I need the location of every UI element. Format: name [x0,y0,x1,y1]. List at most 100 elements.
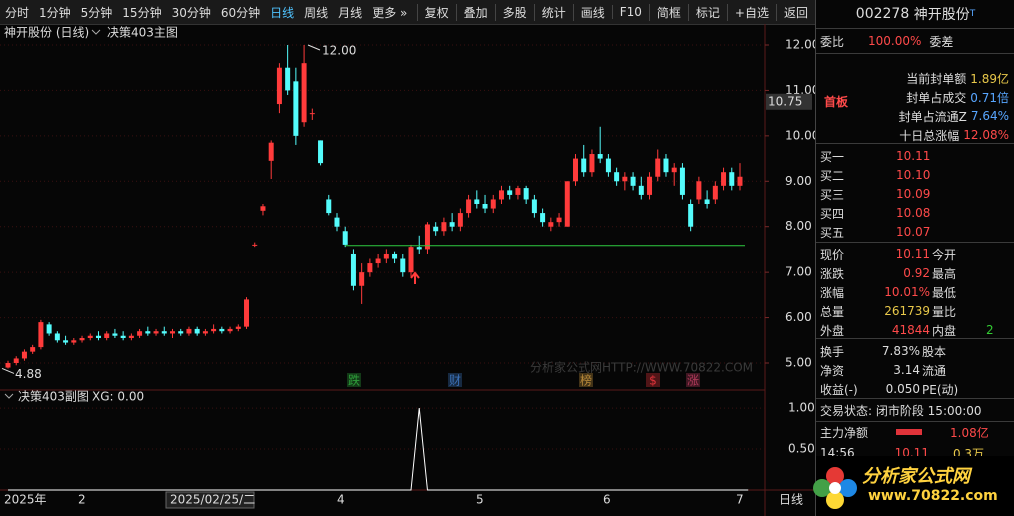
candle-body [63,340,69,343]
tool-button[interactable]: 叠加 [455,3,495,21]
text: 2 [986,323,994,337]
quote-row: 现价 10.11 今开 [816,244,1014,264]
text: PE(动) [922,382,959,397]
period-tab[interactable]: 15分钟 [122,5,162,20]
period-tab[interactable]: 周线 [304,5,329,20]
candle-body [301,63,307,123]
bid-row: 买五 10.07 [816,222,1014,242]
high-marker [307,44,321,51]
period-tab[interactable]: 30分钟 [171,5,211,20]
candle-body [5,363,11,368]
candle-body [54,333,60,341]
text: 涨跌 [820,266,845,281]
candle-body [589,154,595,173]
candle-body [276,67,282,105]
candle-body [342,231,348,245]
candle-body [326,199,332,214]
tool-button[interactable]: 返回 [775,3,815,21]
candle-body [482,204,488,209]
chart-title: 神开股份 (日线) [4,26,89,40]
marker: 榜 [580,373,592,388]
text: 现价 [820,247,845,262]
period-tab[interactable]: 5分钟 [80,5,113,20]
candle-body [679,167,685,195]
candle-body [490,199,496,209]
y-tick-label: 6.00 [785,310,812,324]
candle-body [688,204,694,227]
period-tab[interactable]: 更多 » [372,5,408,20]
text: 3.14 [893,363,920,377]
y-tick-label: 10.00 [785,128,815,142]
divider [816,398,1014,399]
candle-body [704,199,710,204]
tool-button[interactable]: F10 [611,5,649,19]
chevron [91,29,101,35]
text: 净资 [820,363,845,378]
candle-body [375,258,381,264]
period-tab[interactable]: 60分钟 [220,5,261,20]
bid-row: 买三 10.09 [816,184,1014,204]
candle-body [293,81,299,136]
board-label: 首板 [824,94,849,109]
candle-body [137,331,143,336]
toolbar: 分时 1分钟 5分钟 15分钟 30分钟 60分钟 日线 周线 月线 更多 » 复权 叠加 多股 统计 画线… [0,0,815,25]
divider [816,143,1014,144]
candle-body [548,222,554,227]
text: 12.08% [963,128,1009,142]
marker-box [579,373,593,387]
candle-body [457,213,463,227]
tool-button[interactable]: 复权 [416,3,456,21]
text: 0.050 [885,382,920,396]
tool-button[interactable]: 统计 [533,3,573,21]
signal-line [8,408,749,491]
bid-row: 买四 10.08 [816,203,1014,223]
tool-button[interactable]: 标记 [687,3,727,21]
period-tab[interactable]: 1分钟 [39,5,71,20]
candle-body [104,333,110,339]
period-tab[interactable]: 分时 [5,5,30,20]
candle-body [46,324,52,334]
candle-body [186,328,192,334]
candle-body [523,188,529,200]
candle-body [285,67,291,91]
divider [816,242,1014,243]
marker-box [347,373,361,387]
x-tick-label: 6 [603,493,611,507]
text: 41844 [891,323,931,337]
tool-button[interactable]: 画线 [572,3,612,21]
logo-url: www.70822.com [868,488,998,504]
period-tab[interactable]: 月线 [338,5,363,20]
tool-button[interactable]: 多股 [494,3,534,21]
price-box-label: 10.75 [768,94,802,108]
candle-body [120,335,126,339]
text: 买三 [820,187,845,202]
candle-body [178,331,184,334]
candle-body [219,328,225,332]
text: 收益(-) [820,382,858,397]
logo-title: 分析家公式网 [862,466,970,487]
candle-body [309,113,315,115]
low-marker [1,367,15,374]
candle-body [227,328,233,332]
logo-icon [813,467,857,509]
tool-button[interactable]: +自选 [726,3,776,21]
candle-body [392,253,398,259]
text: 买一 [820,149,845,164]
stock-header: 002278 神开股份 T [816,4,1014,24]
marker: $ [649,374,657,388]
bid-row: 买二 10.10 [816,165,1014,185]
flag: T [969,9,976,19]
x-tick-label: 2025/02/25/二 [170,493,255,507]
candle-body [696,181,702,200]
candle-body [564,181,570,227]
candle-body [424,224,430,250]
tool-button[interactable]: 简框 [648,3,688,21]
high-label: 12.00 [322,44,356,58]
candle-body [721,172,727,186]
candle-body [21,351,27,359]
candle-body [605,158,611,173]
candle-body [202,331,208,334]
x-tick-label: 5 [476,493,484,507]
period-tab[interactable]: 日线 [270,5,295,20]
marker-box [646,373,660,387]
